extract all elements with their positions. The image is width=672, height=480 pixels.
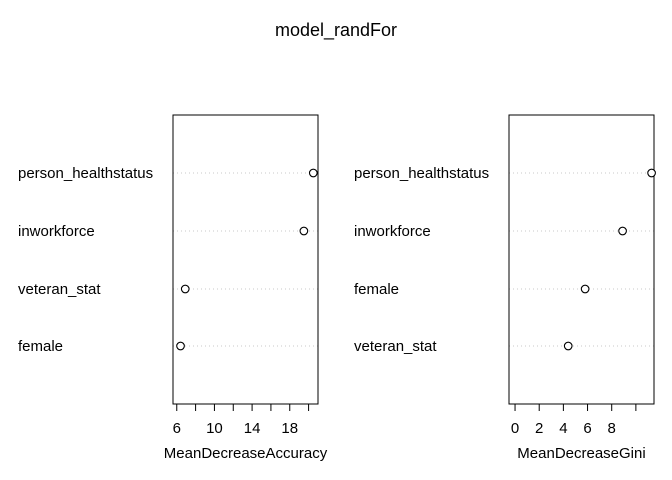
data-point — [176, 341, 185, 351]
x-tick-label: 4 — [559, 420, 567, 437]
x-tick-label: 6 — [583, 420, 591, 437]
data-point — [308, 168, 318, 178]
data-point — [647, 168, 656, 178]
plot-frame — [508, 114, 655, 405]
x-tick-label: 10 — [206, 420, 223, 437]
chart-title: model_randFor — [275, 20, 397, 41]
data-point — [180, 284, 190, 294]
category-label: veteran_stat — [354, 338, 437, 355]
category-label: female — [354, 281, 399, 298]
category-label: inworkforce — [354, 223, 431, 240]
x-axis-title: MeanDecreaseGini — [517, 445, 645, 462]
x-tick-label: 8 — [608, 420, 616, 437]
data-point — [563, 341, 573, 351]
data-point — [299, 226, 309, 236]
x-tick-label: 14 — [244, 420, 261, 437]
category-label: person_healthstatus — [18, 165, 153, 182]
x-tick-label: 0 — [511, 420, 519, 437]
x-tick-label: 6 — [173, 420, 181, 437]
panel-mean-decrease-accuracy: person_healthstatus inworkforce veteran_st… — [18, 114, 328, 462]
x-axis-title: MeanDecreaseAccuracy — [164, 445, 328, 462]
category-label: veteran_stat — [18, 281, 101, 298]
category-label: female — [18, 338, 63, 355]
data-point — [618, 226, 627, 236]
x-tick-label: 2 — [535, 420, 543, 437]
category-label: inworkforce — [18, 223, 95, 240]
plot-frame — [172, 114, 319, 405]
x-tick-label: 18 — [281, 420, 298, 437]
panel-mean-decrease-gini: person_healthstatus inworkforce female vete… — [354, 114, 656, 462]
data-point — [580, 284, 590, 294]
category-label: person_healthstatus — [354, 165, 489, 182]
